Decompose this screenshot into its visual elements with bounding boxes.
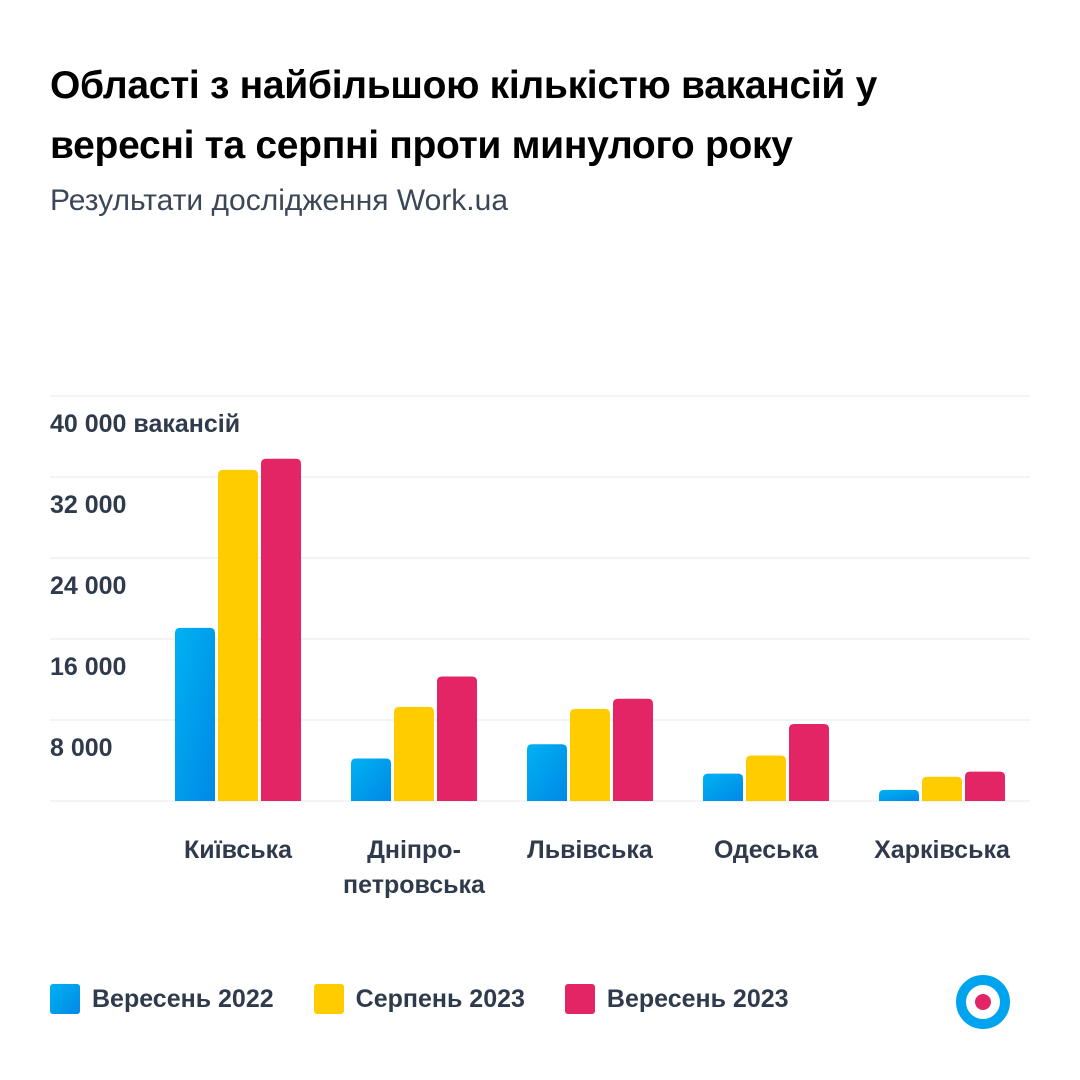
legend: Вересень 2022 Серпень 2023 Вересень 2023 (50, 984, 829, 1014)
x-tick-label: Львівська (527, 836, 654, 864)
y-tick-label: 8 000 (50, 734, 113, 762)
bar-sep-2022 (703, 773, 743, 801)
x-tick-label: Дніпро- (367, 836, 461, 864)
legend-swatch (564, 984, 595, 1014)
y-tick-label: 40 000 вакансій (50, 410, 240, 438)
bar-aug-2023 (218, 469, 258, 801)
bar-aug-2023 (394, 706, 434, 801)
bar-sep-2023 (437, 676, 477, 801)
bar-sep-2023 (789, 724, 829, 801)
legend-label: Серпень 2023 (355, 984, 525, 1013)
bar-sep-2022 (879, 789, 919, 801)
bar-aug-2023 (746, 755, 786, 801)
bar-sep-2022 (175, 627, 215, 801)
bar-chart: 8 000 16 000 24 000 32 000 40 000 вакансій Ки… (50, 395, 1030, 899)
legend-swatch (50, 984, 80, 1014)
x-tick-label: петровська (343, 871, 486, 899)
x-tick-label: Харківська (874, 836, 1011, 864)
bar-sep-2022 (351, 758, 391, 801)
bar-aug-2023 (922, 776, 962, 801)
legend-item: Серпень 2023 (313, 984, 525, 1014)
legend-label: Вересень 2022 (92, 984, 274, 1013)
bar-sep-2023 (965, 771, 1005, 801)
work-ua-logo (956, 975, 1010, 1029)
y-tick-label: 16 000 (50, 653, 126, 681)
bar-sep-2023 (613, 698, 653, 801)
y-tick-label: 24 000 (50, 572, 126, 600)
legend-item: Вересень 2022 (50, 984, 274, 1014)
x-tick-label: Київська (184, 836, 293, 864)
chart-subtitle: Результати дослідження Work.ua (50, 184, 509, 217)
chart-title: Області з найбільшою кількістю вакансій … (50, 64, 878, 167)
legend-label: Вересень 2023 (606, 984, 789, 1013)
legend-item: Вересень 2023 (564, 984, 789, 1014)
bar-aug-2023 (570, 708, 610, 801)
y-tick-label: 32 000 (50, 491, 126, 519)
x-tick-label: Одеська (714, 836, 819, 864)
legend-swatch (313, 984, 344, 1014)
bar-sep-2023 (261, 458, 301, 801)
bar-sep-2022 (527, 744, 567, 801)
